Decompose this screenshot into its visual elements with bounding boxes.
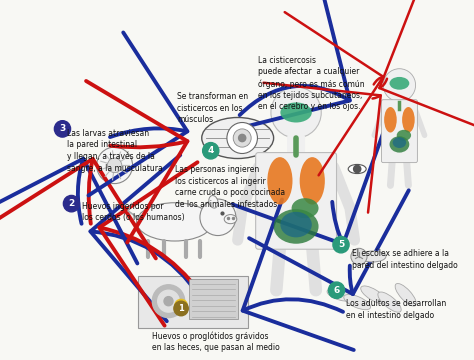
Ellipse shape xyxy=(202,117,273,158)
Ellipse shape xyxy=(397,130,411,141)
FancyBboxPatch shape xyxy=(138,276,247,328)
Ellipse shape xyxy=(224,215,237,224)
Ellipse shape xyxy=(361,286,386,303)
Circle shape xyxy=(233,129,251,147)
FancyBboxPatch shape xyxy=(382,100,418,163)
Ellipse shape xyxy=(300,157,325,204)
Text: 4: 4 xyxy=(208,146,214,155)
FancyBboxPatch shape xyxy=(189,279,237,319)
Text: La cisticercosis
puede afectar  a cualquier
órgano, pero es más común
en los tej: La cisticercosis puede afectar a cualqui… xyxy=(258,56,365,112)
Circle shape xyxy=(55,121,71,137)
Circle shape xyxy=(354,165,361,173)
Circle shape xyxy=(174,301,188,316)
Ellipse shape xyxy=(348,165,366,174)
Ellipse shape xyxy=(137,203,213,241)
Ellipse shape xyxy=(280,212,312,237)
Ellipse shape xyxy=(378,292,401,312)
Text: 5: 5 xyxy=(338,240,344,249)
Circle shape xyxy=(333,237,349,253)
Text: Los adultos se desarrollan
en el intestino delgado: Los adultos se desarrollan en el intesti… xyxy=(346,300,446,320)
Ellipse shape xyxy=(344,294,371,310)
Ellipse shape xyxy=(395,283,416,306)
Circle shape xyxy=(328,282,345,298)
Circle shape xyxy=(64,195,80,212)
Text: 2: 2 xyxy=(68,199,74,208)
Ellipse shape xyxy=(402,107,415,132)
Text: 3: 3 xyxy=(59,125,65,134)
Circle shape xyxy=(271,87,321,138)
Text: 1: 1 xyxy=(178,304,184,313)
Ellipse shape xyxy=(392,137,406,148)
Text: Se transforman en
cisticercos en los
músculos: Se transforman en cisticercos en los mús… xyxy=(177,93,248,124)
Circle shape xyxy=(152,285,185,318)
Circle shape xyxy=(200,199,236,235)
Text: Huevos ingeridos por
los cerdos (o los humanos): Huevos ingeridos por los cerdos (o los h… xyxy=(82,202,185,222)
Text: Las personas ingieren
los cisticercos al ingerir
carne cruda o poco cocinada
de : Las personas ingieren los cisticercos al… xyxy=(175,165,285,209)
Circle shape xyxy=(227,122,257,153)
Text: 6: 6 xyxy=(333,286,340,295)
Ellipse shape xyxy=(384,107,397,132)
Text: Las larvas atraviesan
la pared intestinal
y llegan, a través de la
sangre, a la : Las larvas atraviesan la pared intestina… xyxy=(67,129,163,173)
Ellipse shape xyxy=(390,136,409,153)
Circle shape xyxy=(351,248,367,265)
Circle shape xyxy=(158,290,179,312)
Ellipse shape xyxy=(280,103,312,122)
Ellipse shape xyxy=(390,77,409,90)
Circle shape xyxy=(164,297,173,306)
Circle shape xyxy=(97,147,133,184)
Circle shape xyxy=(203,143,219,159)
Ellipse shape xyxy=(267,157,292,204)
Ellipse shape xyxy=(359,251,386,262)
Circle shape xyxy=(383,69,416,102)
Ellipse shape xyxy=(292,198,319,218)
Ellipse shape xyxy=(327,288,355,301)
Text: Huevos o proglótidos grávidos
en las heces, que pasan al medio: Huevos o proglótidos grávidos en las hec… xyxy=(152,331,280,352)
Circle shape xyxy=(175,300,187,312)
FancyBboxPatch shape xyxy=(255,153,337,249)
Ellipse shape xyxy=(273,209,319,244)
Circle shape xyxy=(108,158,122,173)
FancyBboxPatch shape xyxy=(287,135,305,157)
Circle shape xyxy=(238,134,246,141)
Ellipse shape xyxy=(209,195,218,208)
Text: El escólex se adhiere a la
pared del intestino delgado: El escólex se adhiere a la pared del int… xyxy=(352,249,457,270)
